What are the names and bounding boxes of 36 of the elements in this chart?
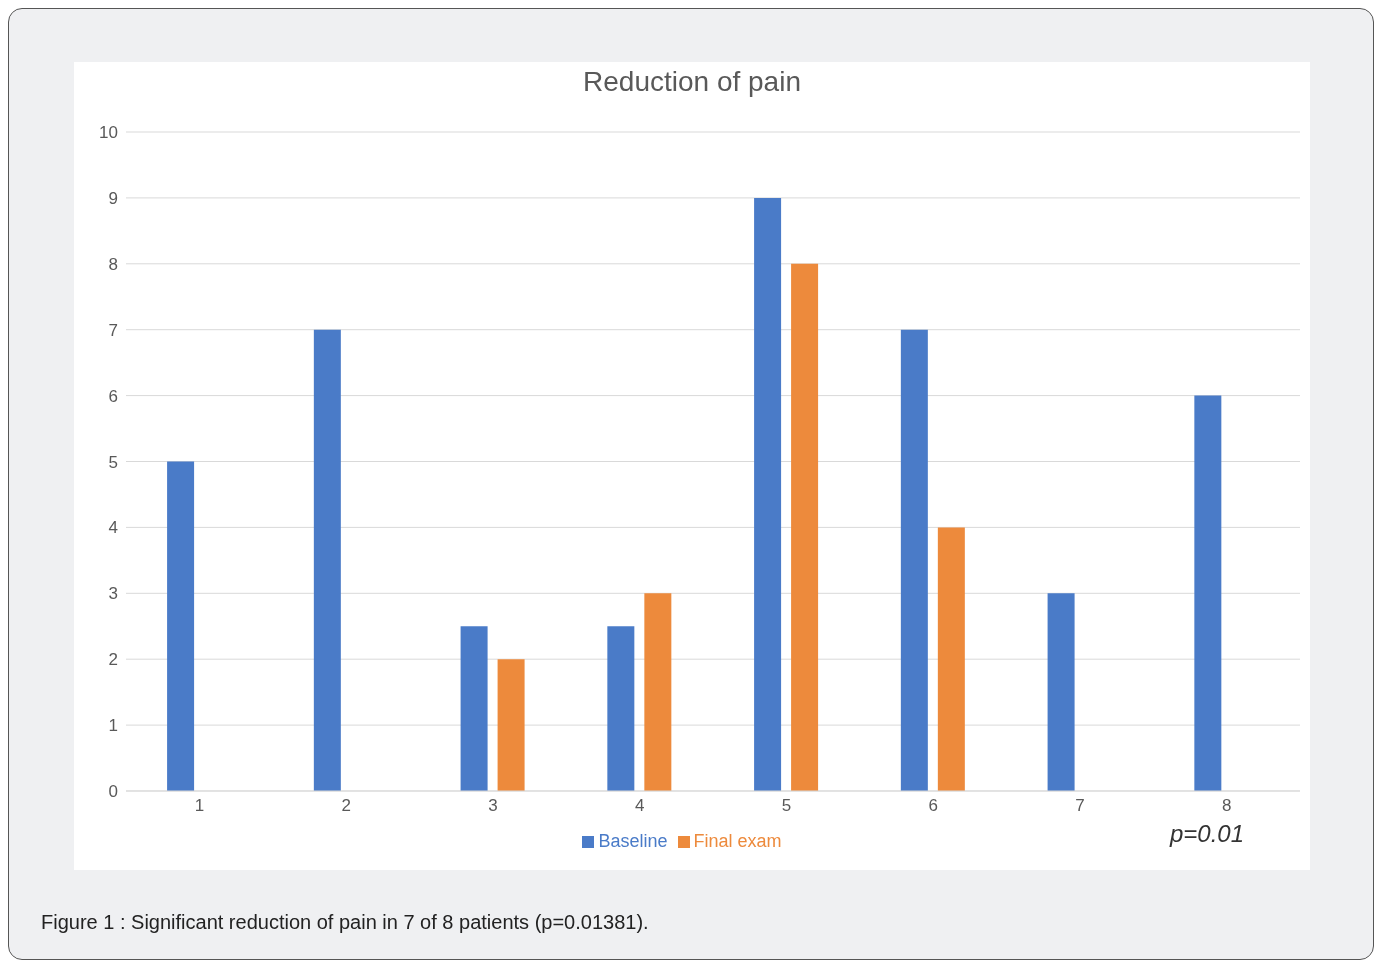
bar [607, 626, 635, 791]
bar [167, 461, 195, 791]
y-tick-label: 10 [99, 123, 118, 143]
caption: Figure 1 : Significant reduction of pain in 7 of 8 patients (p=0.01381). [41, 911, 649, 934]
y-tick-label: 7 [108, 320, 118, 340]
chart-title: Reduction of pain [582, 66, 802, 98]
bar [460, 626, 488, 791]
y-tick-label: 5 [108, 452, 118, 472]
x-tick-label: 8 [1221, 796, 1232, 816]
bar [313, 329, 341, 791]
y-tick-label: 0 [108, 782, 118, 802]
y-tick-label: 6 [108, 386, 118, 406]
x-tick-label: 5 [781, 796, 792, 816]
y-tick-label: 9 [108, 188, 118, 208]
x-tick-label: 1 [194, 796, 205, 816]
x-tick-label: 7 [1075, 796, 1085, 816]
y-tick-label: 2 [108, 650, 118, 670]
y-tick-label: 1 [108, 716, 118, 736]
x-tick-label: 2 [341, 796, 351, 816]
bar [791, 263, 819, 791]
bar [900, 329, 928, 791]
x-tick-label: 4 [634, 796, 645, 816]
bar [1194, 395, 1222, 791]
legend-label: Baseline [598, 831, 668, 851]
bar [754, 197, 782, 791]
y-tick-label: 3 [108, 584, 118, 604]
bar [497, 659, 525, 791]
bar [937, 527, 965, 791]
x-tick-label: 6 [928, 796, 938, 816]
y-tick-label: 4 [108, 518, 118, 538]
text: p=0.01 [1169, 820, 1244, 848]
x-tick-label: 3 [488, 796, 498, 816]
legend-label: Final exam [693, 831, 782, 851]
bar [1047, 593, 1075, 791]
bar [644, 593, 672, 791]
y-tick-label: 8 [108, 254, 118, 274]
